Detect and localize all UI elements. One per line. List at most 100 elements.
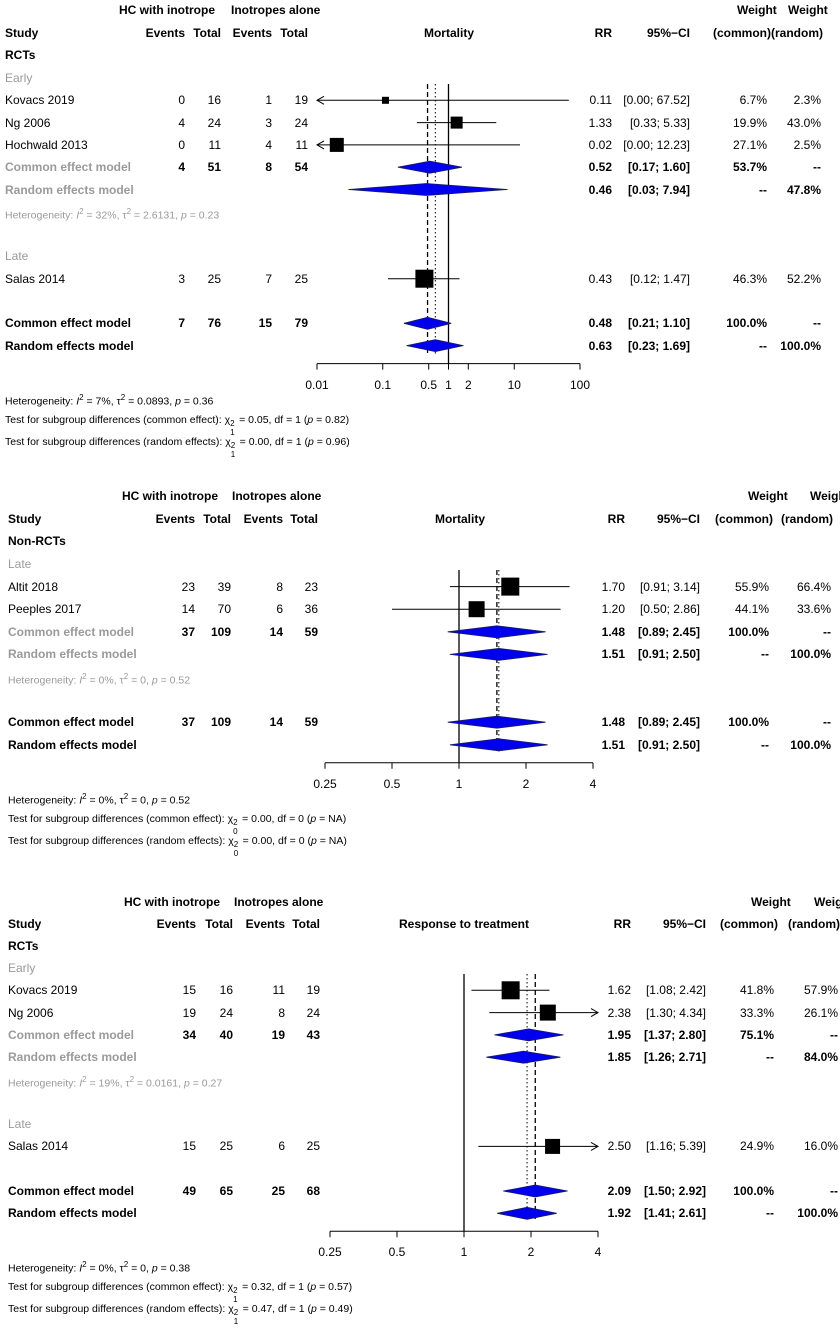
events-exp: 0 bbox=[178, 137, 185, 152]
study-label: Ng 2006 bbox=[5, 115, 51, 130]
ci-arrow-right bbox=[590, 1008, 600, 1018]
events-ctrl: 14 bbox=[269, 624, 283, 639]
group-label: RCTs bbox=[5, 48, 36, 62]
events-exp: 3 bbox=[178, 271, 185, 286]
weight-common-value: -- bbox=[761, 737, 769, 752]
header-total-ctrl: Total bbox=[290, 512, 318, 526]
study-weight-box bbox=[329, 137, 344, 152]
ci-value: [0.89; 2.45] bbox=[637, 624, 700, 639]
weight-common-value: 44.1% bbox=[734, 602, 769, 617]
header-ctrl-group: Inotropes alone bbox=[231, 3, 321, 17]
x-tick-label: 2 bbox=[464, 377, 472, 392]
weight-common-value: 27.1% bbox=[732, 137, 767, 152]
header-total-exp: Total bbox=[193, 26, 221, 40]
header-ci: 95%−CI bbox=[656, 512, 700, 526]
pooled-effect-diamond bbox=[503, 1184, 568, 1198]
ci-value: [0.12; 1.47] bbox=[629, 271, 690, 286]
pooled-model-label: Common effect model bbox=[5, 160, 132, 175]
header-weight-random: Weight bbox=[810, 489, 840, 503]
x-tick-label: 1 bbox=[455, 776, 463, 791]
weight-common-value: 46.3% bbox=[732, 271, 767, 286]
pooled-effect-diamond bbox=[494, 1028, 564, 1042]
total-exp: 51 bbox=[207, 160, 221, 175]
weight-common-value: -- bbox=[761, 647, 769, 662]
header-study: Study bbox=[5, 26, 39, 40]
total-exp: 76 bbox=[207, 316, 221, 331]
study-label: Kovacs 2019 bbox=[5, 93, 75, 108]
weight-random-value: 26.1% bbox=[803, 1005, 838, 1020]
total-exp: 16 bbox=[219, 983, 233, 998]
ci-value: [1.37; 2.80] bbox=[643, 1027, 706, 1042]
pooled-model-label: Random effects model bbox=[8, 1206, 137, 1221]
study-weight-box bbox=[539, 1004, 556, 1021]
overall-heterogeneity: Heterogeneity: I2 = 7%, τ2 = 0.0893, p =… bbox=[5, 392, 214, 408]
events-exp: 23 bbox=[181, 579, 195, 594]
weight-common-value: 6.7% bbox=[739, 93, 767, 108]
weight-random-value: 16.0% bbox=[803, 1139, 838, 1154]
total-exp: 40 bbox=[219, 1027, 233, 1042]
weight-common-value: 100.0% bbox=[726, 316, 767, 331]
weight-random-value: -- bbox=[830, 1027, 838, 1042]
weight-random-value: 100.0% bbox=[790, 737, 831, 752]
header-ci: 95%−CI bbox=[662, 917, 706, 931]
x-tick-label: 0.5 bbox=[383, 776, 401, 791]
rr-value: 1.20 bbox=[601, 602, 625, 617]
rr-value: 0.52 bbox=[588, 160, 612, 175]
total-exp: 24 bbox=[219, 1005, 233, 1020]
rr-value: 0.43 bbox=[588, 271, 612, 286]
subgroup-difference-test: Test for subgroup differences (common ef… bbox=[5, 413, 350, 437]
rr-value: 2.09 bbox=[607, 1184, 631, 1198]
x-tick-label: 1 bbox=[445, 377, 452, 392]
pooled-model-label: Random effects model bbox=[5, 182, 134, 197]
plot-title: Mortality bbox=[423, 26, 474, 40]
events-exp: 4 bbox=[178, 115, 185, 130]
header-common: (common) bbox=[715, 512, 773, 526]
weight-common-value: -- bbox=[759, 338, 767, 353]
total-ctrl: 23 bbox=[304, 579, 318, 594]
forest-plot-svg bbox=[315, 84, 581, 370]
events-exp: 15 bbox=[182, 983, 196, 998]
x-tick-label: 4 bbox=[594, 1245, 602, 1260]
subgroup-label: Early bbox=[5, 71, 33, 85]
weight-random-value: 84.0% bbox=[803, 1050, 838, 1065]
study-weight-box bbox=[450, 116, 463, 129]
x-tick-label: 1 bbox=[460, 1245, 468, 1260]
rr-value: 0.48 bbox=[588, 316, 612, 331]
header-common: (common) bbox=[720, 917, 778, 931]
subgroup-label: Late bbox=[8, 1117, 32, 1132]
pooled-effect-diamond bbox=[497, 1206, 557, 1220]
pooled-effect-diamond bbox=[447, 715, 546, 729]
rr-value: 0.63 bbox=[588, 338, 612, 353]
ci-value: [1.30; 4.34] bbox=[645, 1005, 706, 1020]
events-ctrl: 3 bbox=[265, 115, 272, 130]
total-ctrl: 68 bbox=[306, 1184, 320, 1198]
pooled-model-label: Common effect model bbox=[8, 1184, 135, 1198]
pooled-model-label: Common effect model bbox=[8, 715, 135, 730]
rr-value: 1.51 bbox=[601, 737, 625, 752]
weight-common-value: 100.0% bbox=[733, 1184, 774, 1198]
total-exp: 25 bbox=[219, 1139, 233, 1154]
x-tick-label: 0.25 bbox=[318, 1245, 342, 1260]
subgroup-difference-test: Test for subgroup differences (random ef… bbox=[5, 435, 350, 459]
pooled-model-label: Random effects model bbox=[8, 737, 137, 752]
subgroup-heterogeneity: Heterogeneity: I2 = 0%, τ2 = 0, p = 0.52 bbox=[8, 672, 191, 687]
header-weight-common: Weight bbox=[748, 489, 788, 503]
header-study: Study bbox=[8, 512, 42, 526]
total-ctrl: 25 bbox=[306, 1139, 320, 1154]
weight-common-value: -- bbox=[766, 1050, 774, 1065]
rr-value: 1.51 bbox=[601, 647, 625, 662]
subgroup-difference-test: Test for subgroup differences (common ef… bbox=[8, 812, 347, 836]
weight-random-value: 52.2% bbox=[786, 271, 821, 286]
forest-plot-panel-2: HC with inotrope Inotropes alone Weight Wei… bbox=[0, 480, 840, 858]
total-exp: 109 bbox=[210, 715, 231, 730]
events-ctrl: 1 bbox=[265, 93, 272, 108]
header-exp-group: HC with inotrope bbox=[124, 895, 220, 909]
total-ctrl: 59 bbox=[304, 715, 318, 730]
events-exp: 49 bbox=[182, 1184, 196, 1198]
header-total-ctrl: Total bbox=[280, 26, 308, 40]
rr-value: 0.11 bbox=[589, 93, 612, 108]
ci-value: [0.89; 2.45] bbox=[637, 715, 700, 730]
x-tick-label: 10 bbox=[507, 377, 521, 392]
rr-value: 0.02 bbox=[588, 137, 612, 152]
ci-value: [1.16; 5.39] bbox=[645, 1139, 706, 1154]
